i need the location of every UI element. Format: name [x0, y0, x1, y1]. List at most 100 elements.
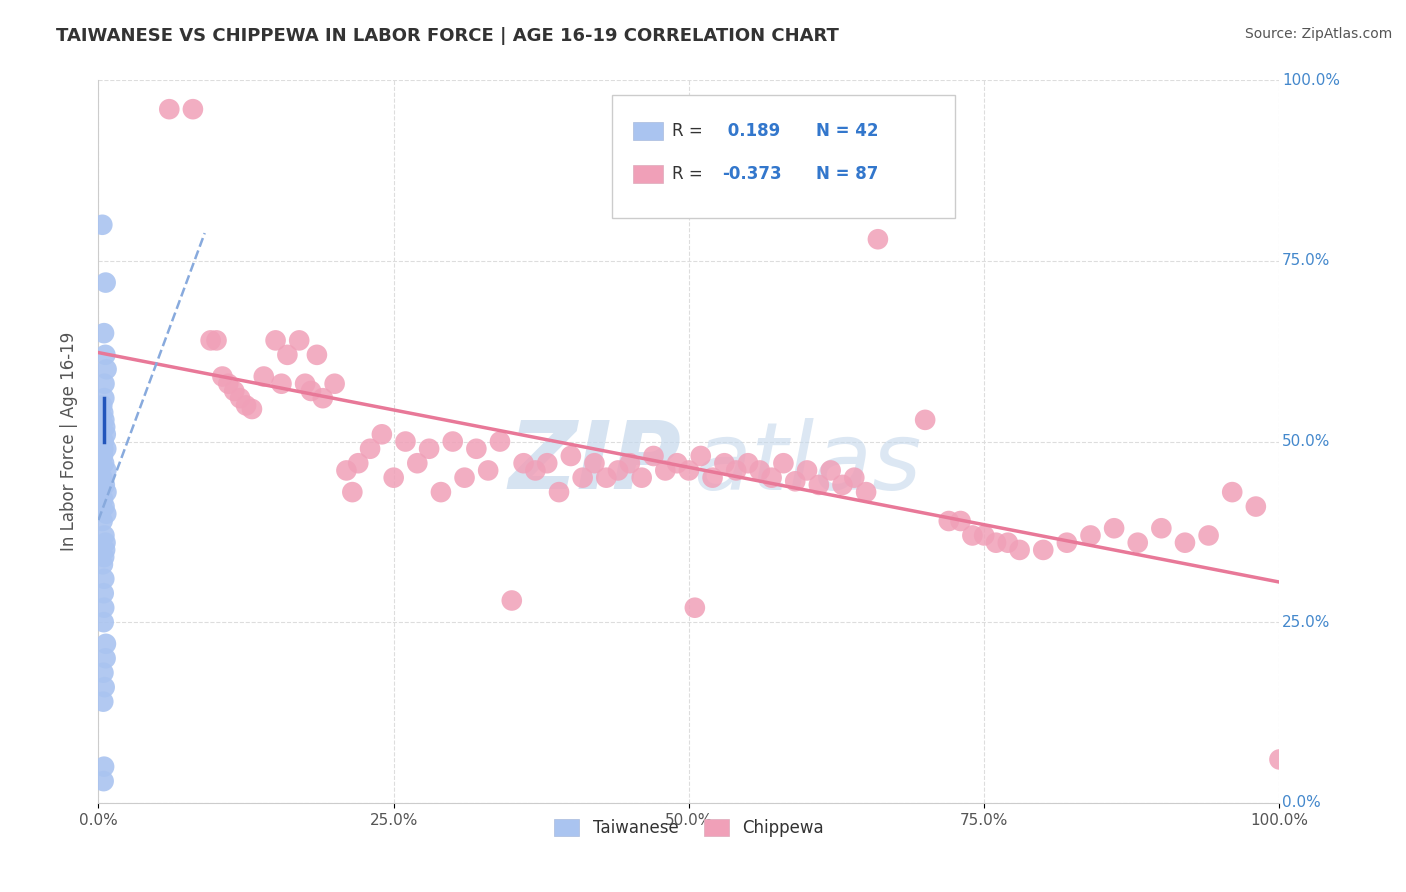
Point	[560, 449, 582, 463]
FancyBboxPatch shape	[612, 95, 955, 218]
Point	[91, 406, 114, 420]
Point	[524, 463, 547, 477]
Text: 0.0%: 0.0%	[1282, 796, 1320, 810]
Point	[997, 535, 1019, 549]
Point	[1102, 521, 1125, 535]
Point	[737, 456, 759, 470]
Point	[93, 774, 115, 789]
Text: R =: R =	[672, 122, 709, 140]
Text: R =: R =	[672, 165, 709, 183]
Point	[93, 413, 115, 427]
Text: Source: ZipAtlas.com: Source: ZipAtlas.com	[1244, 27, 1392, 41]
Point	[748, 463, 770, 477]
Point	[235, 398, 257, 412]
Point	[1080, 528, 1102, 542]
Point	[96, 485, 118, 500]
Point	[430, 485, 453, 500]
Legend: Taiwanese, Chippewa: Taiwanese, Chippewa	[546, 810, 832, 845]
Point	[264, 334, 287, 348]
Point	[441, 434, 464, 449]
Point	[93, 586, 115, 600]
Point	[571, 470, 593, 484]
Point	[93, 500, 115, 514]
Point	[489, 434, 512, 449]
Point	[1150, 521, 1173, 535]
Point	[371, 427, 394, 442]
Point	[91, 449, 114, 463]
Point	[270, 376, 292, 391]
Point	[91, 218, 114, 232]
Point	[91, 558, 114, 572]
Point	[93, 665, 115, 680]
Point	[1220, 485, 1243, 500]
Point	[93, 326, 115, 340]
Point	[689, 449, 711, 463]
FancyBboxPatch shape	[634, 165, 664, 183]
Point	[91, 434, 114, 449]
Point	[394, 434, 416, 449]
Point	[347, 456, 370, 470]
Point	[323, 376, 346, 391]
Point	[831, 478, 853, 492]
Point	[949, 514, 972, 528]
Point	[91, 470, 114, 484]
Point	[93, 615, 115, 630]
Point	[984, 535, 1007, 549]
Point	[93, 376, 115, 391]
Text: ZIP: ZIP	[508, 417, 681, 509]
Point	[619, 456, 641, 470]
Point	[962, 528, 984, 542]
Point	[418, 442, 440, 456]
Text: 25.0%: 25.0%	[1282, 615, 1330, 630]
Point	[866, 232, 889, 246]
Point	[305, 348, 328, 362]
Point	[725, 463, 748, 477]
Point	[512, 456, 534, 470]
Text: -0.373: -0.373	[723, 165, 782, 183]
Point	[583, 456, 606, 470]
Point	[1268, 752, 1291, 766]
Point	[654, 463, 676, 477]
Point	[761, 470, 783, 484]
Point	[229, 391, 252, 405]
Point	[359, 442, 381, 456]
Point	[501, 593, 523, 607]
Point	[217, 376, 239, 391]
Point	[91, 695, 114, 709]
Point	[938, 514, 960, 528]
Point	[678, 463, 700, 477]
Point	[294, 376, 316, 391]
Point	[683, 600, 706, 615]
Point	[820, 463, 842, 477]
Point	[382, 470, 405, 484]
Point	[342, 485, 364, 500]
Point	[91, 492, 114, 507]
Text: 50.0%: 50.0%	[1282, 434, 1330, 449]
Point	[93, 434, 115, 449]
Point	[1198, 528, 1220, 542]
Point	[94, 542, 117, 557]
Text: N = 87: N = 87	[817, 165, 879, 183]
Text: 75.0%: 75.0%	[1282, 253, 1330, 268]
Point	[94, 478, 117, 492]
Point	[844, 470, 866, 484]
Point	[807, 478, 830, 492]
Point	[477, 463, 499, 477]
Point	[96, 442, 118, 456]
Point	[1126, 535, 1149, 549]
Point	[94, 420, 117, 434]
Point	[91, 514, 114, 528]
Point	[1174, 535, 1197, 549]
Point	[93, 680, 115, 694]
Point	[536, 456, 558, 470]
Point	[276, 348, 298, 362]
Point	[96, 463, 118, 477]
Point	[666, 456, 689, 470]
Point	[465, 442, 488, 456]
Point	[91, 442, 114, 456]
Point	[224, 384, 246, 398]
Point	[94, 276, 117, 290]
Point	[630, 470, 652, 484]
Point	[973, 528, 995, 542]
Point	[157, 102, 180, 116]
